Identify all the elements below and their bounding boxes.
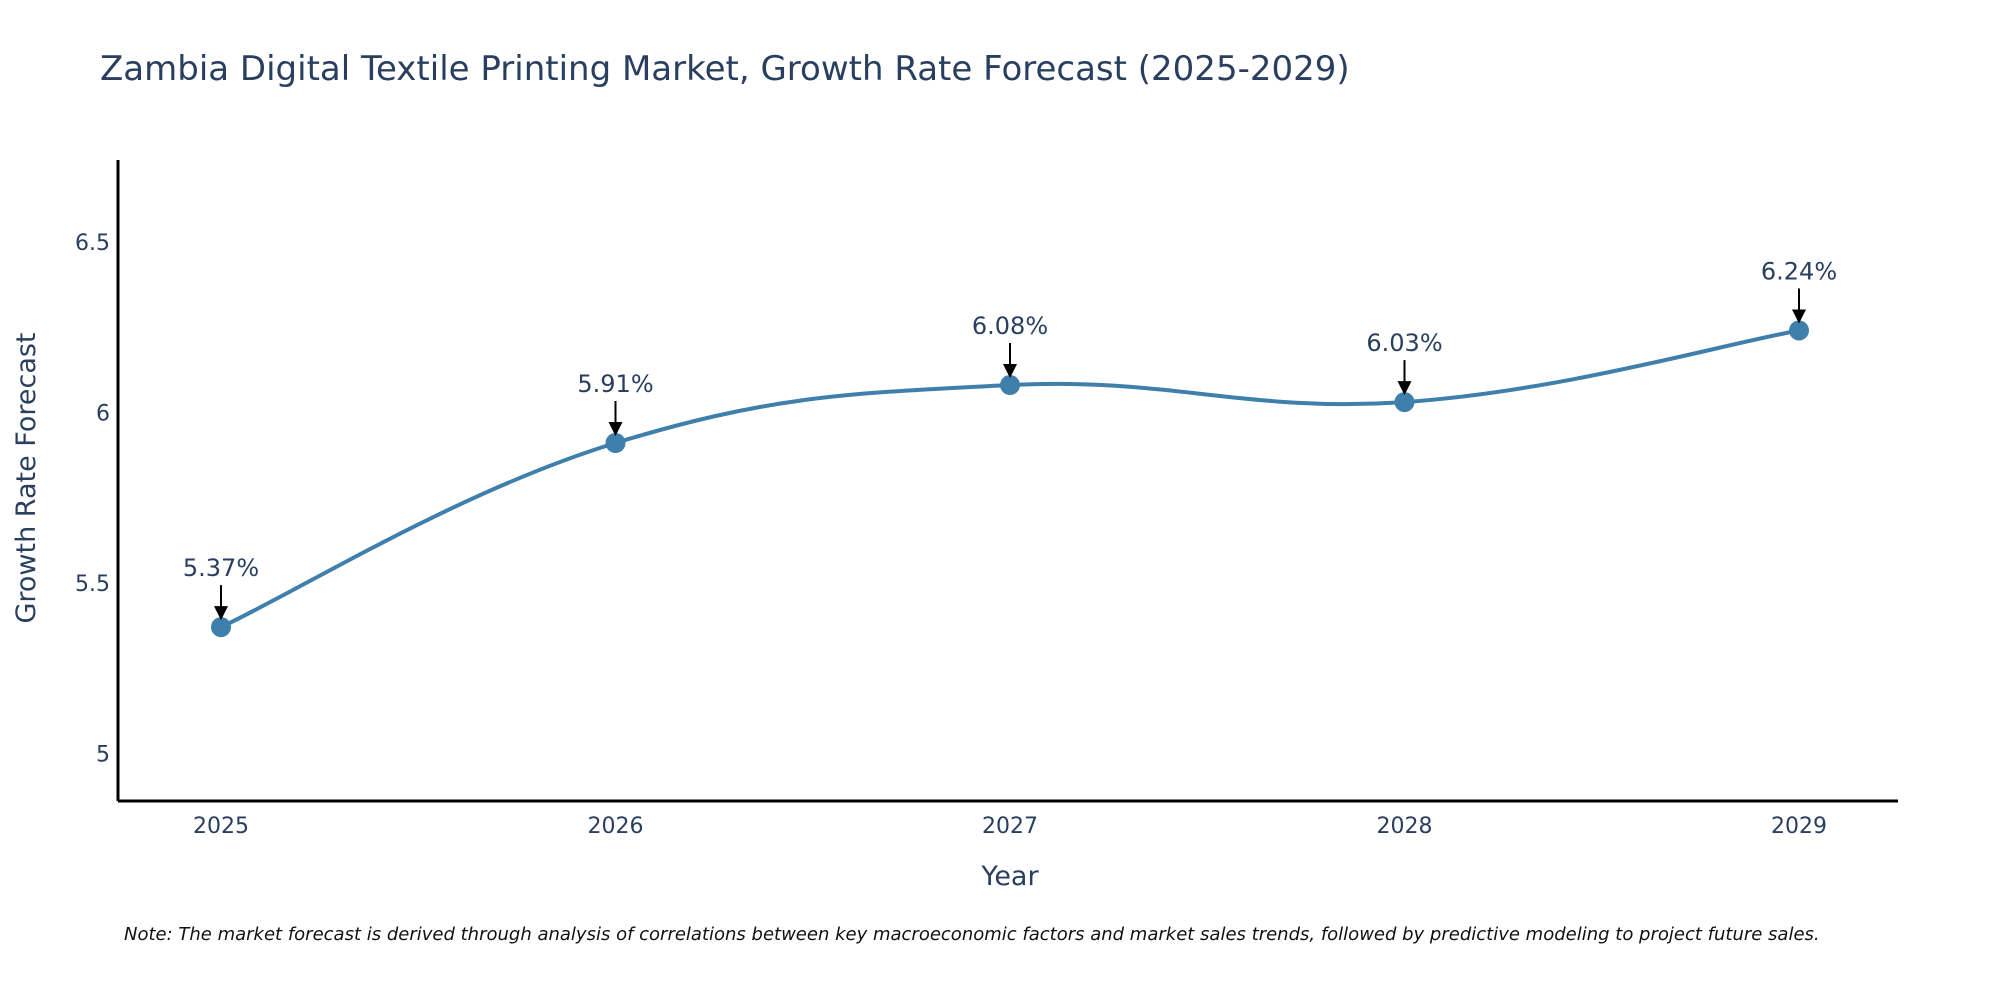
data-annotation: 5.37% [183,554,259,621]
y-tick-label: 6 [96,401,110,426]
data-point [1000,375,1020,396]
data-label: 5.37% [183,554,259,582]
x-tick-label: 2026 [588,814,644,839]
annotation-arrow-head [1792,309,1806,324]
data-point [1394,392,1415,413]
x-tick-label: 2025 [193,814,249,839]
x-tick-label: 2027 [982,814,1038,839]
annotation-arrow-head [1397,381,1412,396]
annotation-arrow-head [1003,364,1017,379]
data-point-markers [211,320,1809,638]
x-axis-ticks: 2025 2026 2027 2028 2029 [193,814,1827,839]
x-tick-label: 2029 [1771,814,1827,839]
annotation-arrow-head [608,421,623,436]
chart-title: Zambia Digital Textile Printing Market, … [100,49,1350,89]
data-label: 6.24% [1761,257,1837,285]
annotation-arrow-head [214,606,228,621]
y-tick-label: 5 [96,742,110,767]
y-axis-ticks: 5 5.5 6 6.5 [75,231,110,767]
data-point [605,432,626,453]
y-tick-label: 6.5 [75,231,110,256]
data-point [211,617,231,638]
data-label: 6.08% [972,312,1048,340]
data-label-annotations: 5.37% 5.91% 6.08% 6.03% 6.24% [183,257,1837,621]
data-point [1789,320,1809,341]
data-annotation: 5.91% [577,370,654,436]
y-tick-label: 5.5 [75,572,110,597]
forecast-note: Note: The market forecast is derived thr… [124,924,1820,945]
x-axis-title: Year [980,861,1039,892]
y-axis-title: Growth Rate Forecast [11,332,42,623]
data-annotation: 6.03% [1366,329,1443,396]
data-annotation: 6.08% [972,312,1048,379]
data-label: 5.91% [577,370,653,398]
data-label: 6.03% [1366,329,1442,357]
data-annotation: 6.24% [1761,257,1837,324]
x-tick-label: 2028 [1377,814,1433,839]
